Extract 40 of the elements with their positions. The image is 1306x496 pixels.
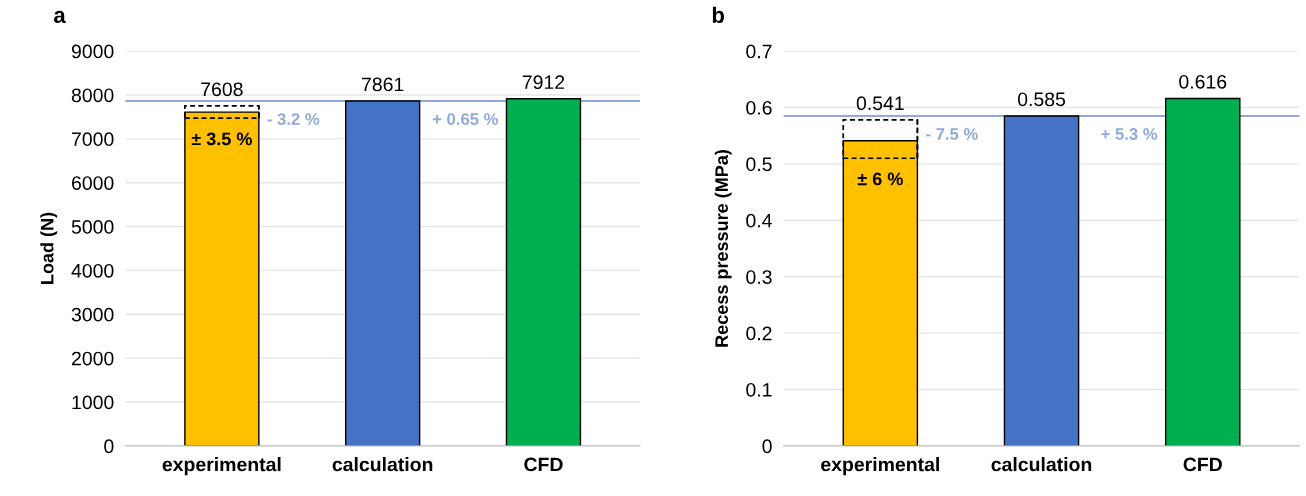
chart-title: b — [712, 6, 725, 24]
y-tick-label: 8000 — [71, 88, 114, 103]
y-tick-label: 3000 — [71, 307, 114, 322]
y-tick-label: 6000 — [72, 176, 114, 190]
data-label: 0.585 — [1017, 92, 1066, 107]
y-tick-label: 0.5 — [746, 157, 772, 172]
annotation: + 0.65 % — [432, 113, 498, 125]
x-tick-label: calculation — [332, 457, 433, 472]
y-tick-label: 4000 — [71, 263, 114, 278]
y-tick-label: 0.4 — [746, 213, 772, 228]
x-tick-label: CFD — [1183, 457, 1222, 472]
annotation: ± 6 % — [857, 172, 903, 186]
y-tick-label: 0.3 — [746, 270, 772, 284]
y-tick-label: 0.6 — [746, 100, 772, 115]
y-tick-label: 0.7 — [746, 44, 772, 59]
data-label: 7861 — [362, 77, 404, 92]
y-axis-title: Load (N) — [40, 212, 58, 284]
y-tick-label: 0 — [104, 439, 114, 454]
annotation: - 7.5 % — [926, 128, 978, 140]
data-label: 0.541 — [856, 96, 904, 111]
y-tick-label: 2000 — [71, 351, 114, 366]
data-label: 0.616 — [1179, 74, 1227, 89]
y-axis-title: Recess pressure (MPa) — [714, 150, 732, 347]
x-tick-label: calculation — [991, 457, 1092, 472]
annotation: - 3.2 % — [267, 113, 320, 125]
annotation: ± 3.5 % — [191, 132, 252, 146]
y-tick-label: 0 — [762, 439, 772, 454]
y-tick-label: 7000 — [72, 132, 114, 147]
y-tick-label: 1000 — [72, 395, 114, 410]
y-tick-label: 0.2 — [746, 326, 772, 341]
chart-title: a — [53, 10, 66, 24]
y-tick-label: 9000 — [71, 44, 114, 59]
x-tick-label: CFD — [524, 457, 563, 472]
x-tick-label: experimental — [162, 457, 281, 476]
annotation: + 5.3 % — [1101, 128, 1158, 140]
data-label: 7912 — [522, 75, 565, 90]
data-label: 7608 — [201, 82, 243, 97]
y-tick-label: 0.1 — [746, 382, 772, 397]
x-tick-label: experimental — [821, 457, 939, 476]
y-tick-label: 5000 — [71, 220, 114, 234]
